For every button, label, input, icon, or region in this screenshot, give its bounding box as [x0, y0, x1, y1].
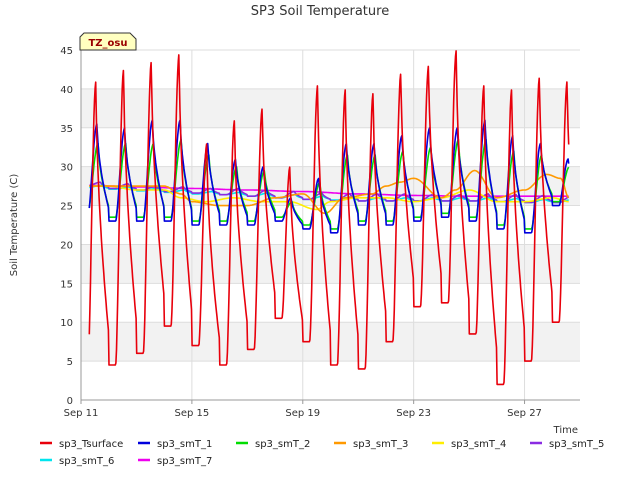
legend-label: sp3_smT_3 [353, 439, 408, 450]
y-tick-label: 15 [60, 279, 73, 290]
y-tick-label: 10 [60, 318, 73, 329]
legend-item-sp3-smt-5: sp3_smT_5 [530, 439, 604, 450]
legend-label: sp3_smT_5 [549, 439, 604, 450]
y-axis-ticks: 0 5 10 15 20 25 30 35 40 45 [60, 46, 73, 407]
axes [80, 50, 580, 401]
legend-item-sp3-smt-7: sp3_smT_7 [138, 456, 212, 467]
legend: sp3_Tsurface sp3_smT_1 sp3_smT_2 sp3_smT_3 s… [40, 439, 604, 467]
legend-item-sp3-tsurface: sp3_Tsurface [40, 439, 123, 450]
y-tick-label: 30 [60, 163, 73, 174]
legend-label: sp3_smT_2 [255, 439, 310, 450]
legend-item-sp3-smt-2: sp3_smT_2 [236, 439, 310, 450]
series-line-sp3-tsurface [88, 50, 570, 386]
series-line-sp3-smt-3 [89, 169, 570, 215]
y-tick-label: 20 [60, 240, 73, 251]
legend-item-sp3-smt-1: sp3_smT_1 [138, 439, 212, 450]
legend-item-sp3-smt-4: sp3_smT_4 [432, 439, 506, 450]
legend-label: sp3_Tsurface [59, 439, 123, 450]
series-line-sp3-smt-4 [89, 185, 569, 211]
y-tick-label: 25 [60, 202, 73, 213]
station-badge-shape [79, 32, 137, 51]
y-tick-label: 45 [60, 46, 73, 57]
x-tick-label: Sep 19 [285, 408, 320, 419]
station-badge: TZ_osu [79, 32, 137, 51]
legend-item-sp3-smt-6: sp3_smT_6 [40, 456, 114, 467]
x-tick-label: Sep 15 [175, 408, 210, 419]
chart-title: SP3 Soil Temperature [251, 4, 389, 19]
x-tick-label: Sep 23 [396, 408, 431, 419]
x-tick-label: Sep 27 [507, 408, 542, 419]
plot-band [81, 88, 580, 128]
y-tick-label: 35 [60, 124, 73, 135]
y-tick-label: 5 [67, 357, 73, 368]
x-axis-label: Time [553, 425, 578, 436]
legend-label: sp3_smT_1 [157, 439, 212, 450]
y-axis-label: Soil Temperature (C) [9, 174, 20, 277]
y-tick-label: 40 [60, 85, 73, 96]
legend-label: sp3_smT_7 [157, 456, 212, 467]
x-tick-label: Sep 11 [64, 408, 99, 419]
plot-band [81, 244, 580, 284]
legend-item-sp3-smt-3: sp3_smT_3 [334, 439, 408, 450]
series-line-sp3-smt-1 [88, 119, 570, 234]
station-badge-label: TZ_osu [88, 38, 127, 49]
series-layer [88, 50, 570, 386]
legend-label: sp3_smT_4 [451, 439, 506, 450]
y-tick-label: 0 [67, 396, 73, 407]
legend-label: sp3_smT_6 [59, 456, 114, 467]
x-axis-ticks: Sep 11 Sep 15 Sep 19 Sep 23 Sep 27 [64, 400, 542, 419]
